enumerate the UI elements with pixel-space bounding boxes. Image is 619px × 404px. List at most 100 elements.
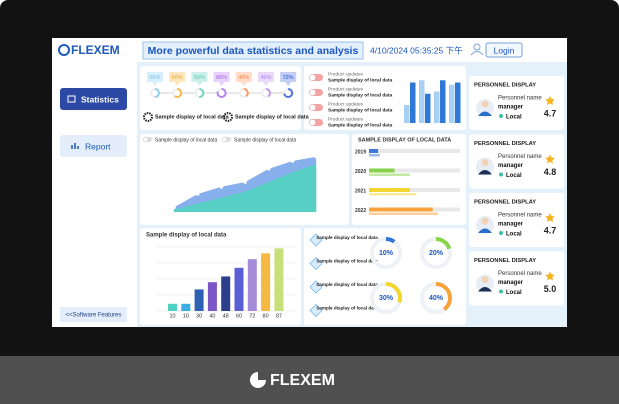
card: [469, 76, 564, 130]
avatar-body: [478, 111, 492, 116]
features-button[interactable]: [60, 307, 127, 322]
avatar-head: [481, 276, 489, 283]
year-label: 2019: [355, 149, 366, 155]
nav-icon: [71, 143, 79, 149]
track: [369, 188, 460, 192]
role: manager: [498, 222, 524, 228]
gauge-label: 30%: [379, 295, 394, 302]
tag: [213, 72, 230, 86]
bar: [274, 248, 284, 311]
pin-icon: [499, 289, 503, 294]
logo: FLEXEM: [71, 43, 120, 57]
point: [290, 159, 295, 163]
features-label[interactable]: <<Software Features: [65, 313, 121, 319]
nav-label[interactable]: Statistics: [81, 94, 119, 104]
diamond-icon: [309, 303, 323, 318]
tag: [258, 72, 274, 86]
bar: [181, 303, 191, 311]
rating: 4.8: [544, 167, 557, 177]
gauge-label: 40%: [429, 295, 444, 302]
progress-ring: [420, 237, 452, 269]
gear-icon: [223, 112, 233, 122]
progress-ring: [420, 282, 452, 314]
tag-label: 80%: [216, 75, 227, 81]
title-box: [142, 41, 364, 60]
bar: [369, 212, 439, 215]
toggle-knob: [309, 119, 316, 126]
point: [314, 155, 319, 159]
progress-ring: [194, 88, 205, 98]
card-title: PERSONNEL DISPLAY: [474, 200, 536, 206]
avatar: [476, 274, 494, 293]
location: Local: [506, 290, 522, 296]
update-title: Product updates: [328, 101, 364, 107]
bar-label: 30: [196, 313, 202, 319]
diamond-icon: [309, 256, 323, 271]
bar: [369, 188, 410, 192]
tag: [191, 72, 208, 86]
rating: 4.7: [544, 108, 557, 118]
avatar-body: [478, 170, 492, 175]
page-title: More powerful data statistics and analys…: [148, 45, 359, 57]
bar: [449, 84, 455, 123]
footer-logo-icon: [250, 372, 266, 388]
pin-icon: [499, 114, 503, 118]
bar: [434, 91, 440, 123]
bar: [369, 207, 433, 212]
pin-icon: [499, 231, 503, 235]
panel: [352, 134, 466, 225]
card: [469, 251, 564, 306]
avatar-head: [481, 159, 489, 166]
update-title: Product updates: [328, 71, 364, 77]
datetime: 4/10/2024 05:35:25 下午: [370, 45, 463, 55]
bar-label: 80: [263, 313, 269, 319]
item-label: Sample display of local data: [316, 235, 378, 240]
point: [172, 205, 176, 209]
login-button[interactable]: [485, 42, 523, 58]
update-text: Sample display of local data: [328, 92, 393, 98]
location: Local: [506, 115, 522, 121]
rating: 4.7: [544, 225, 557, 235]
bar-label: 10: [169, 313, 175, 319]
card-title: PERSONNEL DISPLAY: [474, 258, 536, 264]
avatar: [476, 157, 494, 176]
tag-label: 60%: [172, 75, 183, 81]
progress-ring: [172, 88, 183, 98]
update-title: Product updates: [328, 86, 364, 92]
track: [369, 149, 460, 153]
nav-label[interactable]: Report: [85, 141, 111, 151]
legend-knob: [142, 136, 149, 143]
star-icon: [545, 154, 555, 164]
name-label: Personnel name: [498, 154, 542, 160]
bar-label: 60: [236, 313, 242, 319]
item-label: Sample display of local data: [316, 282, 378, 287]
tag-label: 40%: [238, 75, 249, 81]
toggle-knob: [309, 74, 316, 81]
update-title: Product updates: [328, 116, 364, 122]
star-icon: [545, 96, 555, 106]
tag: [169, 72, 186, 86]
bar: [261, 253, 271, 311]
name-label: Personnel name: [498, 96, 542, 102]
bar-label: 40: [209, 313, 215, 319]
tag: [235, 72, 252, 86]
progress-ring: [261, 88, 271, 98]
point: [195, 192, 200, 196]
nav-button[interactable]: [60, 88, 127, 110]
avatar-body: [478, 287, 492, 292]
bar: [419, 80, 425, 123]
progress-ring: [283, 88, 294, 98]
bar: [440, 80, 446, 123]
bar-label: 72: [249, 313, 255, 319]
pin-icon: [499, 172, 503, 177]
avatar-head: [481, 217, 489, 225]
point: [267, 167, 271, 171]
card: [469, 193, 564, 247]
update-text: Sample display of local data: [328, 77, 393, 83]
nav-button[interactable]: [60, 135, 127, 157]
star-icon: [545, 213, 555, 222]
progress-ring: [370, 282, 402, 314]
login-label[interactable]: Login: [494, 45, 515, 55]
